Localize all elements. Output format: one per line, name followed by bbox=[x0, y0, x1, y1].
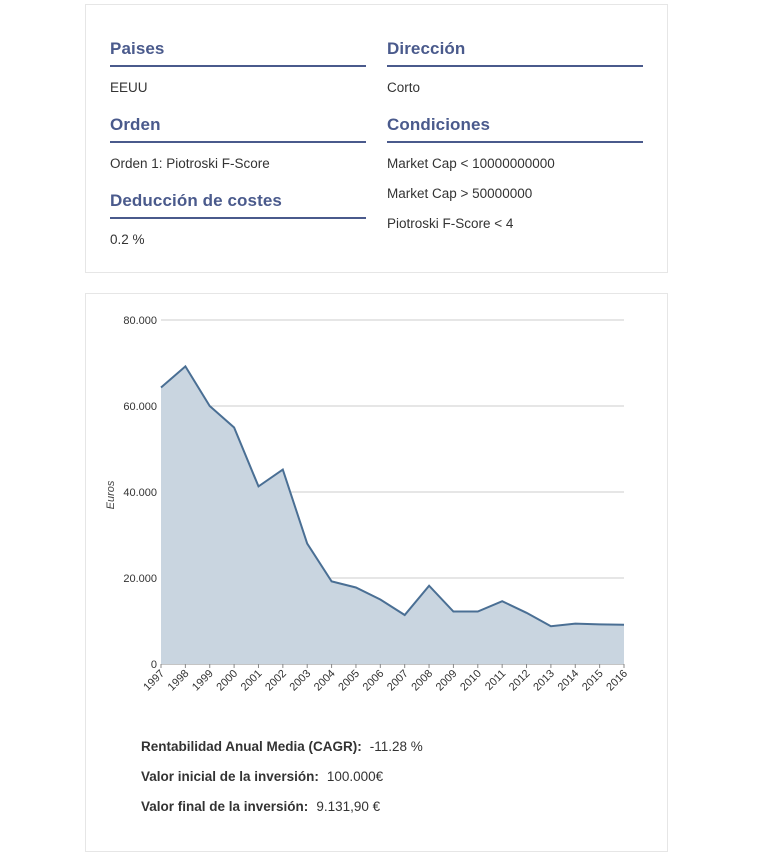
initial-value-row: Valor inicial de la inversión: 100.000€ bbox=[141, 762, 423, 792]
y-tick-label: 40.000 bbox=[123, 487, 157, 499]
x-tick-label: 2013 bbox=[531, 668, 557, 694]
chart-card: 0 20.000 40.000 60.000 80.000 1997 1998 1999 20… bbox=[85, 293, 668, 852]
condicion-item: Market Cap < 10000000000 bbox=[387, 156, 555, 171]
orden-title: Orden bbox=[110, 115, 366, 143]
cagr-label: Rentabilidad Anual Media (CAGR): bbox=[141, 739, 362, 754]
x-tick-label: 2004 bbox=[312, 668, 338, 694]
equity-area bbox=[161, 366, 624, 664]
y-axis-label: Euros bbox=[105, 480, 117, 509]
final-value: 9.131,90 € bbox=[316, 799, 381, 814]
final-value-row: Valor final de la inversión: 9.131,90 € bbox=[141, 792, 423, 822]
x-tick-label: 2006 bbox=[361, 668, 387, 694]
x-tick-label: 1999 bbox=[190, 668, 216, 694]
y-tick-label: 80.000 bbox=[123, 315, 157, 327]
paises-value: EEUU bbox=[110, 80, 148, 95]
x-tick-label: 2011 bbox=[483, 668, 508, 693]
costes-title: Deducción de costes bbox=[110, 191, 366, 219]
y-axis-ticks: 0 20.000 40.000 60.000 80.000 bbox=[123, 315, 157, 671]
condiciones-section: Condiciones Market Cap < 10000000000 Mar… bbox=[387, 115, 643, 232]
x-tick-label: 2009 bbox=[434, 668, 460, 694]
x-tick-label: 1998 bbox=[166, 668, 192, 694]
equity-line bbox=[160, 364, 625, 628]
x-tick-label: 2005 bbox=[336, 668, 362, 694]
stats-block: Rentabilidad Anual Media (CAGR): -11.28 %… bbox=[141, 732, 423, 822]
y-tick-label: 60.000 bbox=[123, 401, 157, 413]
final-value-label: Valor final de la inversión: bbox=[141, 799, 309, 814]
paises-section: Paises EEUU bbox=[110, 39, 366, 96]
x-tick-label: 2000 bbox=[214, 668, 240, 694]
x-tick-label: 2003 bbox=[288, 668, 314, 694]
x-tick-label: 2014 bbox=[556, 668, 582, 694]
direccion-value: Corto bbox=[387, 80, 421, 95]
condicion-item: Market Cap > 50000000 bbox=[387, 186, 533, 201]
x-tick-label: 2012 bbox=[507, 668, 533, 694]
filters-card: Paises EEUU Dirección Corto Orden Orden … bbox=[85, 4, 668, 273]
costes-value: 0.2 % bbox=[110, 232, 145, 247]
x-tick-label: 2015 bbox=[580, 668, 606, 694]
x-tick-label: 2007 bbox=[385, 668, 411, 694]
paises-title: Paises bbox=[110, 39, 366, 67]
x-tick-label: 2008 bbox=[409, 668, 435, 694]
cagr-value: -11.28 % bbox=[369, 739, 423, 754]
initial-value-label: Valor inicial de la inversión: bbox=[141, 769, 319, 784]
direccion-section: Dirección Corto bbox=[387, 39, 643, 96]
x-tick-label: 2016 bbox=[604, 668, 630, 694]
condiciones-title: Condiciones bbox=[387, 115, 643, 143]
condicion-item: Piotroski F-Score < 4 bbox=[387, 216, 514, 231]
cagr-row: Rentabilidad Anual Media (CAGR): -11.28 % bbox=[141, 732, 423, 762]
y-tick-label: 20.000 bbox=[123, 573, 157, 585]
orden-section: Orden Orden 1: Piotroski F-Score bbox=[110, 115, 366, 172]
costes-section: Deducción de costes 0.2 % bbox=[110, 191, 366, 248]
orden-value: Orden 1: Piotroski F-Score bbox=[110, 156, 270, 171]
x-tick-label: 1997 bbox=[141, 668, 167, 694]
initial-value: 100.000€ bbox=[326, 769, 384, 784]
x-tick-label: 2001 bbox=[239, 668, 265, 694]
x-tick-label: 2010 bbox=[458, 668, 484, 694]
y-tick-label: 0 bbox=[151, 659, 157, 671]
x-tick-label: 2002 bbox=[263, 668, 289, 694]
direccion-title: Dirección bbox=[387, 39, 643, 67]
x-axis-ticks: 1997199819992000200120022003200420052006… bbox=[141, 664, 630, 693]
